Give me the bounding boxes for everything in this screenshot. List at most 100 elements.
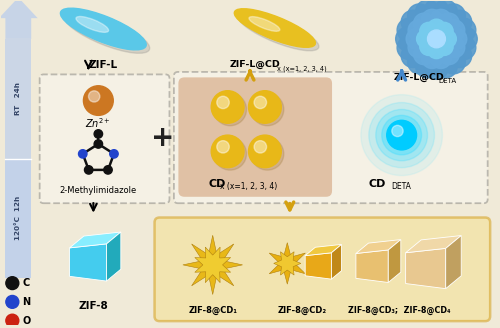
Circle shape — [434, 0, 458, 24]
Polygon shape — [70, 232, 121, 248]
Circle shape — [211, 135, 244, 168]
FancyBboxPatch shape — [154, 217, 490, 321]
Circle shape — [401, 44, 425, 68]
Polygon shape — [70, 244, 106, 281]
FancyBboxPatch shape — [178, 77, 332, 197]
Text: ZIF-8@CD₂: ZIF-8@CD₂ — [278, 306, 327, 315]
Circle shape — [361, 95, 442, 175]
Circle shape — [84, 166, 93, 174]
Circle shape — [217, 96, 230, 109]
Circle shape — [254, 96, 266, 109]
Circle shape — [251, 93, 284, 126]
Text: Zn$^{2+}$: Zn$^{2+}$ — [86, 116, 111, 130]
Text: ZIF-L: ZIF-L — [89, 60, 118, 70]
Circle shape — [110, 150, 118, 158]
Circle shape — [408, 20, 429, 41]
Circle shape — [214, 137, 246, 170]
Circle shape — [428, 30, 446, 48]
Text: x (x=1, 2, 3, 4): x (x=1, 2, 3, 4) — [220, 182, 278, 192]
Circle shape — [414, 13, 434, 34]
Circle shape — [6, 314, 19, 327]
Circle shape — [428, 19, 446, 37]
Ellipse shape — [64, 12, 150, 53]
Circle shape — [406, 29, 427, 49]
Text: ZIF-8@CD₃;  ZIF-8@CD₄: ZIF-8@CD₃; ZIF-8@CD₄ — [348, 306, 450, 315]
Text: x (x=1, 2, 3, 4): x (x=1, 2, 3, 4) — [278, 65, 327, 72]
Circle shape — [94, 130, 102, 138]
Circle shape — [430, 9, 452, 30]
Circle shape — [452, 36, 476, 60]
Polygon shape — [406, 248, 446, 289]
Circle shape — [251, 137, 284, 170]
Circle shape — [78, 150, 87, 158]
Circle shape — [452, 18, 476, 42]
Circle shape — [420, 22, 438, 40]
Circle shape — [401, 10, 425, 34]
Circle shape — [444, 37, 465, 58]
Polygon shape — [446, 236, 461, 289]
Text: ZIF-8: ZIF-8 — [78, 301, 108, 311]
Text: CD: CD — [368, 179, 386, 190]
Circle shape — [434, 54, 458, 78]
Polygon shape — [356, 239, 401, 254]
Circle shape — [446, 29, 467, 49]
Circle shape — [438, 30, 456, 48]
Circle shape — [84, 86, 114, 115]
Circle shape — [422, 48, 442, 69]
Circle shape — [248, 91, 282, 123]
Text: C: C — [22, 278, 30, 288]
Polygon shape — [269, 243, 306, 284]
Circle shape — [408, 37, 429, 58]
Text: 2-Methylimidazole: 2-Methylimidazole — [60, 186, 137, 195]
Circle shape — [248, 135, 282, 168]
Circle shape — [397, 36, 421, 60]
Circle shape — [211, 91, 244, 123]
Circle shape — [420, 38, 438, 55]
Circle shape — [438, 44, 460, 65]
FancyBboxPatch shape — [40, 74, 170, 203]
Circle shape — [442, 4, 466, 28]
Text: DETA: DETA — [439, 78, 457, 84]
Circle shape — [88, 91, 100, 102]
Ellipse shape — [249, 17, 280, 31]
Circle shape — [424, 0, 448, 22]
Circle shape — [386, 120, 416, 150]
Circle shape — [442, 50, 466, 74]
Circle shape — [428, 41, 446, 59]
FancyBboxPatch shape — [6, 39, 31, 158]
Polygon shape — [332, 244, 342, 279]
Circle shape — [435, 38, 453, 55]
FancyArrow shape — [0, 0, 38, 39]
Polygon shape — [274, 252, 301, 275]
Text: ZIF-L@CD: ZIF-L@CD — [230, 60, 280, 69]
Circle shape — [444, 20, 465, 41]
Circle shape — [416, 0, 440, 24]
Circle shape — [448, 10, 471, 34]
Circle shape — [376, 110, 428, 161]
Ellipse shape — [60, 8, 146, 50]
Text: 120°C  12h: 120°C 12h — [16, 196, 22, 240]
Circle shape — [424, 56, 448, 79]
Circle shape — [435, 22, 453, 40]
Text: O: O — [22, 316, 30, 326]
Circle shape — [448, 44, 471, 68]
Circle shape — [369, 103, 434, 168]
Polygon shape — [305, 244, 342, 256]
Circle shape — [422, 9, 442, 30]
FancyBboxPatch shape — [6, 158, 31, 278]
Polygon shape — [183, 235, 242, 295]
Circle shape — [454, 27, 477, 51]
Circle shape — [416, 54, 440, 78]
Text: ZIF-8@CD₁: ZIF-8@CD₁ — [188, 306, 237, 315]
Polygon shape — [356, 250, 388, 282]
Circle shape — [397, 18, 421, 42]
Circle shape — [217, 141, 230, 153]
Circle shape — [6, 277, 19, 290]
Circle shape — [396, 27, 419, 51]
Circle shape — [408, 4, 432, 28]
Circle shape — [414, 44, 434, 65]
Circle shape — [438, 13, 460, 34]
Ellipse shape — [238, 12, 319, 51]
Circle shape — [104, 166, 112, 174]
Circle shape — [382, 115, 422, 155]
